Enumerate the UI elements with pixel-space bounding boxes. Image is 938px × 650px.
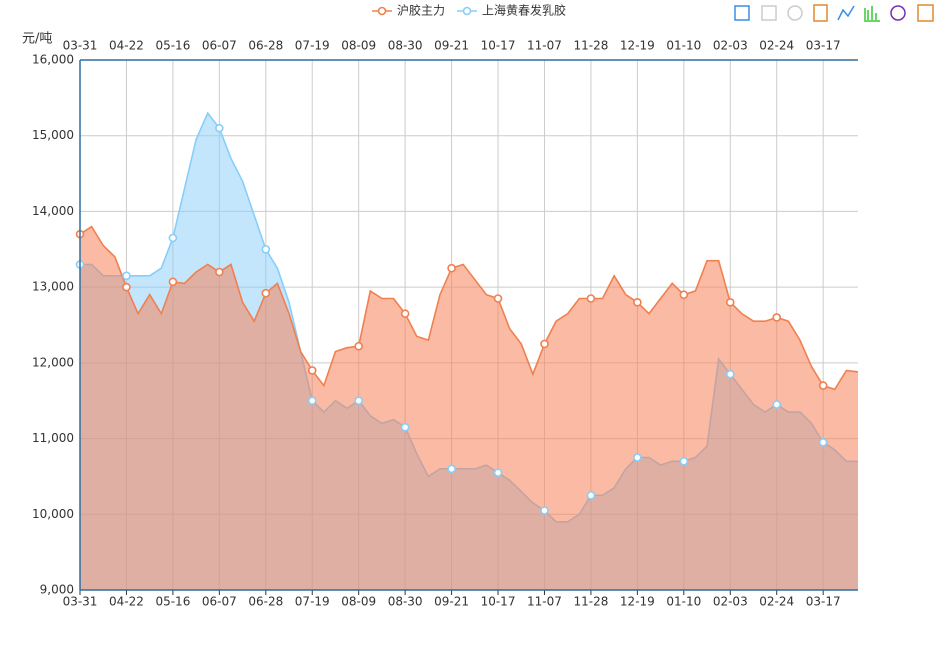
point (818, 438, 828, 447)
x-tick-label-top: 07-19 (295, 39, 330, 53)
x-tick-label-top: 11-07 (527, 39, 562, 53)
x-tick-label: 10-17 (481, 595, 516, 609)
x-tick-label-top: 05-16 (155, 39, 190, 53)
tool-icon[interactable] (761, 5, 777, 21)
y-axis-label: 元/吨 (22, 32, 52, 47)
x-tick-label: 06-28 (248, 595, 283, 609)
point (586, 491, 596, 500)
x-tick-label: 01-10 (666, 595, 701, 609)
point (307, 396, 317, 406)
point (168, 277, 178, 287)
x-tick-label: 12-19 (620, 595, 655, 609)
x-tick-label: 04-22 (109, 595, 144, 609)
tool-icon[interactable] (813, 4, 828, 22)
y-tick-label: 11,000 (32, 431, 74, 445)
x-tick-label-top: 02-03 (713, 39, 748, 53)
x-tick-label-top: 02-24 (759, 39, 794, 53)
y-tick-label: 13,000 (32, 280, 74, 294)
y-tick-label: 9,000 (40, 583, 74, 597)
point (772, 400, 782, 409)
point (633, 297, 642, 307)
y-tick-label: 12,000 (32, 355, 74, 369)
point (679, 290, 689, 300)
legend-label: 上海黄春发乳胶 (482, 3, 566, 18)
x-tick-label: 08-30 (388, 595, 423, 609)
y-tick-label: 14,000 (32, 204, 74, 218)
x-tick-label: 11-07 (527, 595, 562, 609)
tool-icon[interactable] (837, 5, 855, 21)
x-tick-label: 02-24 (759, 595, 794, 609)
x-tick-label-top: 11-28 (573, 39, 608, 53)
x-tick-label: 02-03 (713, 595, 748, 609)
point (540, 506, 549, 515)
tool-icon[interactable] (787, 5, 803, 21)
legend-label: 沪胶主力 (397, 3, 445, 18)
point (493, 294, 503, 303)
point (354, 396, 363, 406)
x-tick-label: 07-19 (295, 595, 330, 609)
x-tick-label-top: 04-22 (109, 39, 144, 53)
x-tick-label: 03-31 (63, 595, 98, 609)
point (215, 123, 224, 133)
x-tick-label-top: 06-07 (202, 39, 237, 53)
legend-item: 上海黄春发乳胶 (457, 3, 566, 18)
point (725, 297, 735, 307)
tool-icon[interactable] (734, 5, 750, 21)
point (400, 309, 410, 318)
point (772, 313, 782, 322)
x-tick-label-top: 09-21 (434, 39, 469, 53)
y-tick-label: 15,000 (32, 128, 74, 142)
x-tick-label-top: 06-28 (248, 39, 283, 53)
x-tick-label-top: 03-31 (63, 39, 98, 53)
x-tick-label-top: 10-17 (481, 39, 516, 53)
point (540, 339, 549, 349)
point (261, 288, 271, 298)
tool-icon[interactable] (890, 5, 906, 21)
y-tick-label: 10,000 (32, 507, 74, 521)
area (80, 226, 858, 591)
point (400, 422, 410, 432)
x-tick-label-top: 03-17 (806, 39, 841, 53)
x-tick-label-top: 12-19 (620, 39, 655, 53)
x-tick-label: 03-17 (806, 595, 841, 609)
x-tick-label: 11-28 (573, 595, 608, 609)
point (586, 294, 596, 303)
y-tick-label: 16,000 (32, 53, 74, 67)
x-tick-label: 05-16 (155, 595, 190, 609)
x-tick-label: 06-07 (202, 595, 237, 609)
point (447, 263, 456, 273)
point (354, 341, 363, 351)
point (493, 468, 503, 477)
x-tick-label: 08-09 (341, 595, 376, 609)
point (679, 456, 689, 466)
point (168, 233, 178, 243)
tool-icon[interactable] (864, 6, 880, 22)
point (261, 244, 271, 254)
point (122, 282, 131, 292)
point (633, 453, 642, 462)
line (79, 225, 859, 391)
point (215, 267, 224, 277)
x-tick-label-top: 08-09 (341, 39, 376, 53)
point (818, 381, 828, 390)
x-tick-label: 09-21 (434, 595, 469, 609)
point (725, 369, 735, 379)
point (447, 464, 456, 474)
legend-item: 沪胶主力 (372, 3, 445, 18)
tool-icon[interactable] (917, 4, 934, 22)
x-tick-label-top: 08-30 (388, 39, 423, 53)
x-tick-label-top: 01-10 (666, 39, 701, 53)
point (122, 271, 131, 281)
point (307, 366, 317, 375)
legend-marker (462, 6, 472, 16)
legend-marker (377, 6, 387, 16)
toolbox[interactable] (734, 4, 934, 22)
